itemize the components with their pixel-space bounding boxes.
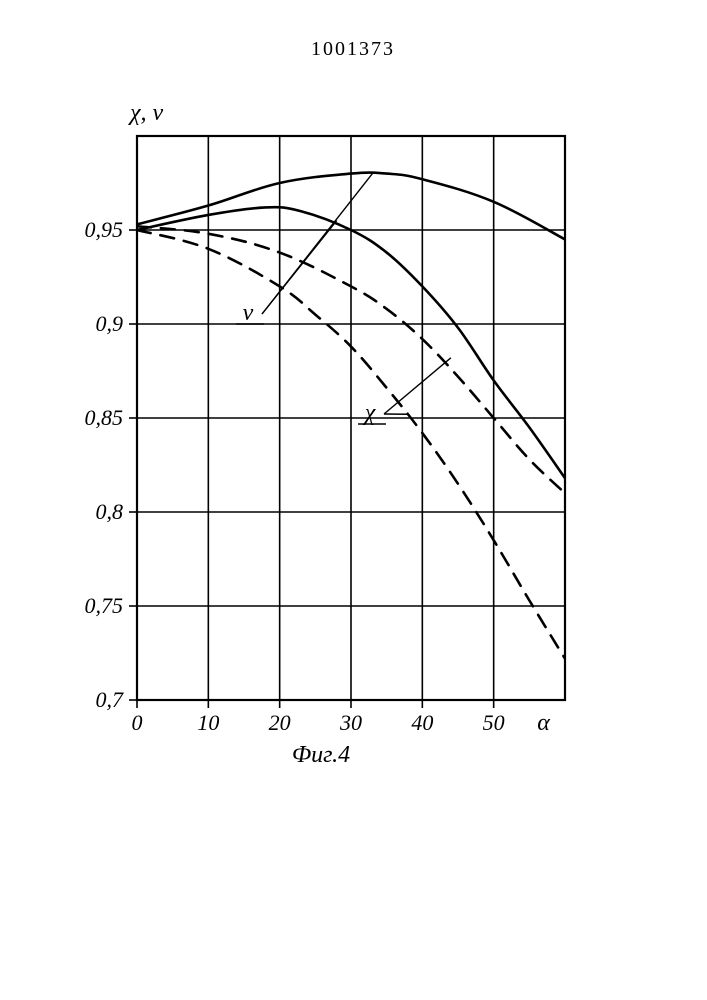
x-tick-label: 20 (269, 710, 291, 735)
figure-svg: 1001373 χ, ν 0 10 20 30 40 50 0,7 0,75 0,8 0,85 0,… (0, 0, 707, 1000)
x-axis-label: α (537, 710, 550, 736)
plot-area: 0 10 20 30 40 50 0,7 0,75 0,8 0,85 0,9 0,95 ν χ (85, 136, 566, 735)
y-tick-label: 0,7 (96, 687, 125, 712)
y-tick-label: 0,85 (85, 405, 124, 430)
x-tick-label: 0 (132, 710, 143, 735)
x-tick-label: 30 (339, 710, 362, 735)
x-tick-label: 40 (411, 710, 433, 735)
y-axis-label: χ, ν (128, 100, 164, 126)
y-tick-label: 0,75 (85, 593, 124, 618)
x-tick-label: 10 (197, 710, 219, 735)
nu-callout-label: ν (243, 300, 254, 326)
y-tick-label: 0,9 (96, 311, 124, 336)
figure-caption: Фиг.4 (292, 742, 350, 768)
x-tick-label: 50 (483, 710, 505, 735)
y-tick-label: 0,8 (96, 499, 124, 524)
y-tick-label: 0,95 (85, 217, 124, 242)
chi-callout-label: χ (363, 400, 377, 426)
page-number: 1001373 (311, 38, 395, 60)
chi-callout-leader (384, 358, 451, 414)
